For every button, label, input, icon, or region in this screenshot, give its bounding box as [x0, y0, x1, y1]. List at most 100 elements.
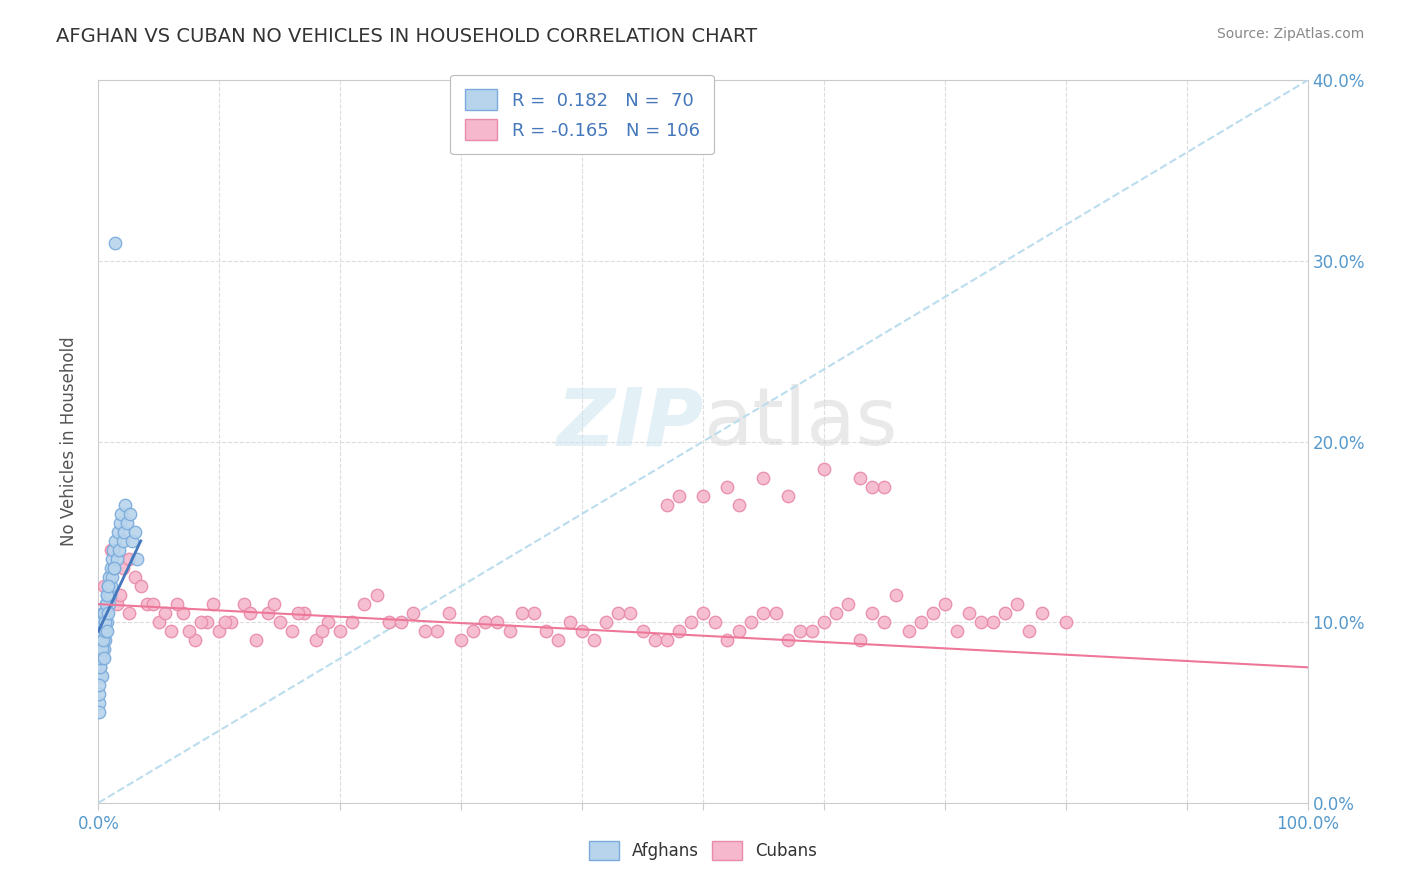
- Point: [886, 588, 908, 602]
- Point: [110, 507, 132, 521]
- Point: [800, 624, 823, 639]
- Point: [728, 624, 751, 639]
- Point: [256, 606, 278, 620]
- Point: [921, 606, 943, 620]
- Point: [89, 660, 111, 674]
- Point: [353, 597, 375, 611]
- Point: [316, 615, 339, 630]
- Point: [124, 524, 146, 539]
- Point: [105, 597, 128, 611]
- Point: [111, 533, 134, 548]
- Point: [813, 615, 835, 630]
- Point: [311, 624, 333, 639]
- Point: [108, 516, 131, 530]
- Point: [1007, 597, 1029, 611]
- Point: [1031, 606, 1053, 620]
- Point: [93, 651, 115, 665]
- Point: [668, 624, 690, 639]
- Point: [97, 597, 120, 611]
- Point: [631, 624, 654, 639]
- Point: [105, 552, 128, 566]
- Point: [776, 489, 799, 503]
- Point: [571, 624, 593, 639]
- Point: [583, 633, 606, 648]
- Point: [825, 606, 848, 620]
- Point: [118, 507, 141, 521]
- Point: [100, 579, 122, 593]
- Point: [426, 624, 449, 639]
- Point: [97, 579, 120, 593]
- Point: [287, 606, 309, 620]
- Point: [655, 633, 678, 648]
- Point: [97, 606, 120, 620]
- Point: [101, 542, 124, 557]
- Point: [97, 579, 120, 593]
- Y-axis label: No Vehicles in Household: No Vehicles in Household: [59, 336, 77, 547]
- Point: [108, 542, 131, 557]
- Point: [124, 570, 146, 584]
- Point: [221, 615, 243, 630]
- Point: [91, 615, 114, 630]
- Point: [179, 624, 201, 639]
- Text: ZIP: ZIP: [555, 384, 703, 462]
- Point: [232, 597, 254, 611]
- Point: [716, 633, 738, 648]
- Point: [474, 615, 496, 630]
- Point: [172, 606, 194, 620]
- Point: [118, 606, 141, 620]
- Point: [94, 597, 117, 611]
- Point: [558, 615, 581, 630]
- Legend: Afghans, Cubans: Afghans, Cubans: [582, 834, 824, 867]
- Point: [402, 606, 425, 620]
- Point: [89, 651, 111, 665]
- Point: [93, 606, 115, 620]
- Point: [534, 624, 557, 639]
- Point: [740, 615, 762, 630]
- Point: [93, 615, 115, 630]
- Point: [89, 633, 111, 648]
- Point: [93, 633, 115, 648]
- Point: [91, 642, 114, 657]
- Point: [595, 615, 617, 630]
- Point: [450, 633, 472, 648]
- Point: [239, 606, 262, 620]
- Point: [93, 606, 115, 620]
- Point: [96, 588, 118, 602]
- Point: [142, 597, 165, 611]
- Point: [214, 615, 236, 630]
- Point: [813, 461, 835, 475]
- Point: [111, 561, 134, 575]
- Point: [208, 624, 231, 639]
- Point: [281, 624, 304, 639]
- Text: atlas: atlas: [703, 384, 897, 462]
- Point: [692, 489, 714, 503]
- Point: [860, 480, 883, 494]
- Point: [970, 615, 993, 630]
- Point: [202, 597, 225, 611]
- Point: [190, 615, 212, 630]
- Point: [873, 615, 896, 630]
- Point: [94, 633, 117, 648]
- Point: [101, 552, 124, 566]
- Point: [90, 633, 112, 648]
- Point: [87, 706, 110, 720]
- Point: [619, 606, 641, 620]
- Point: [245, 633, 267, 648]
- Point: [263, 597, 285, 611]
- Point: [98, 570, 121, 584]
- Point: [776, 633, 799, 648]
- Point: [377, 615, 399, 630]
- Point: [101, 542, 124, 557]
- Point: [121, 533, 143, 548]
- Point: [108, 588, 131, 602]
- Point: [981, 615, 1004, 630]
- Point: [389, 615, 412, 630]
- Point: [96, 624, 118, 639]
- Point: [1054, 615, 1077, 630]
- Point: [89, 687, 111, 701]
- Point: [107, 524, 129, 539]
- Point: [91, 633, 114, 648]
- Point: [103, 561, 125, 575]
- Point: [89, 678, 111, 692]
- Point: [89, 651, 111, 665]
